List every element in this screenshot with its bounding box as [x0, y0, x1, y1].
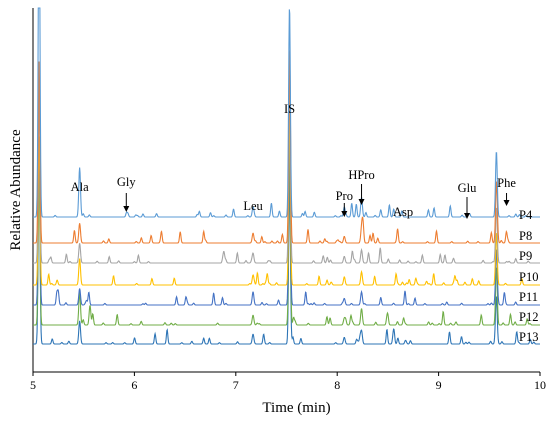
x-tick-label: 9 — [436, 378, 442, 392]
annotation-arrowhead-glu — [463, 213, 470, 219]
y-axis-title: Relative Abundance — [8, 129, 24, 251]
x-tick-label: 7 — [233, 378, 239, 392]
annotation-arrowhead-gly — [123, 206, 130, 212]
x-tick-label: 10 — [534, 378, 546, 392]
series-label-p12: P12 — [519, 310, 538, 324]
annotation-pro: Pro — [336, 189, 353, 203]
series-line-p12 — [33, 155, 540, 326]
annotation-ala: Ala — [71, 180, 90, 194]
series-label-p8: P8 — [519, 229, 532, 243]
series-label-p13: P13 — [519, 330, 538, 344]
series-line-p9 — [33, 82, 540, 264]
annotation-hpro: HPro — [348, 168, 374, 182]
annotation-gly: Gly — [117, 175, 137, 189]
series-label-p10: P10 — [519, 270, 538, 284]
annotation-glu: Glu — [458, 181, 478, 195]
annotation-leu: Leu — [243, 199, 263, 213]
x-axis-title: Time (min) — [262, 400, 330, 416]
series-line-p13 — [33, 145, 540, 345]
series-line-p10 — [33, 111, 540, 286]
annotation-arrowhead-hpro — [358, 199, 365, 205]
annotation-is: IS — [284, 102, 295, 116]
series-line-p4 — [33, 7, 540, 218]
annotation-arrowhead-pro — [341, 211, 348, 217]
series-line-p11 — [33, 126, 540, 306]
x-tick-label: 6 — [131, 378, 137, 392]
series-label-p11: P11 — [519, 290, 538, 304]
annotation-phe: Phe — [497, 176, 516, 190]
annotation-asp: Asp — [393, 205, 413, 219]
x-tick-label: 5 — [30, 378, 36, 392]
series-label-p4: P4 — [519, 208, 533, 222]
x-tick-label: 8 — [334, 378, 340, 392]
annotation-arrowhead-phe — [503, 200, 510, 206]
series-label-p9: P9 — [519, 249, 532, 263]
series-line-p8 — [33, 50, 540, 244]
